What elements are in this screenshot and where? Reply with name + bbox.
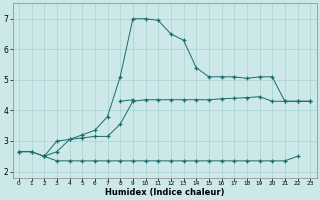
X-axis label: Humidex (Indice chaleur): Humidex (Indice chaleur) (105, 188, 224, 197)
